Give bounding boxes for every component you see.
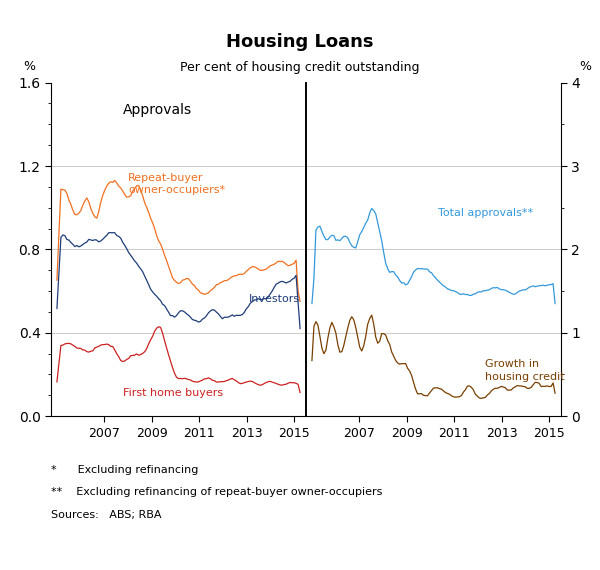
Text: Housing Loans: Housing Loans xyxy=(226,33,374,51)
Text: *      Excluding refinancing: * Excluding refinancing xyxy=(51,465,199,475)
Text: Approvals: Approvals xyxy=(122,103,191,117)
Text: Sources:   ABS; RBA: Sources: ABS; RBA xyxy=(51,510,161,520)
Text: %: % xyxy=(579,60,591,72)
Text: Investors: Investors xyxy=(249,294,300,304)
Text: Per cent of housing credit outstanding: Per cent of housing credit outstanding xyxy=(180,61,420,74)
Text: **    Excluding refinancing of repeat-buyer owner-occupiers: ** Excluding refinancing of repeat-buyer… xyxy=(51,487,382,498)
Text: Growth in
housing credit: Growth in housing credit xyxy=(485,360,565,382)
Text: First home buyers: First home buyers xyxy=(124,388,223,398)
Text: Total approvals**: Total approvals** xyxy=(437,207,533,218)
Text: %: % xyxy=(24,60,36,72)
Text: Repeat-buyer
owner-occupiers*: Repeat-buyer owner-occupiers* xyxy=(128,173,225,195)
